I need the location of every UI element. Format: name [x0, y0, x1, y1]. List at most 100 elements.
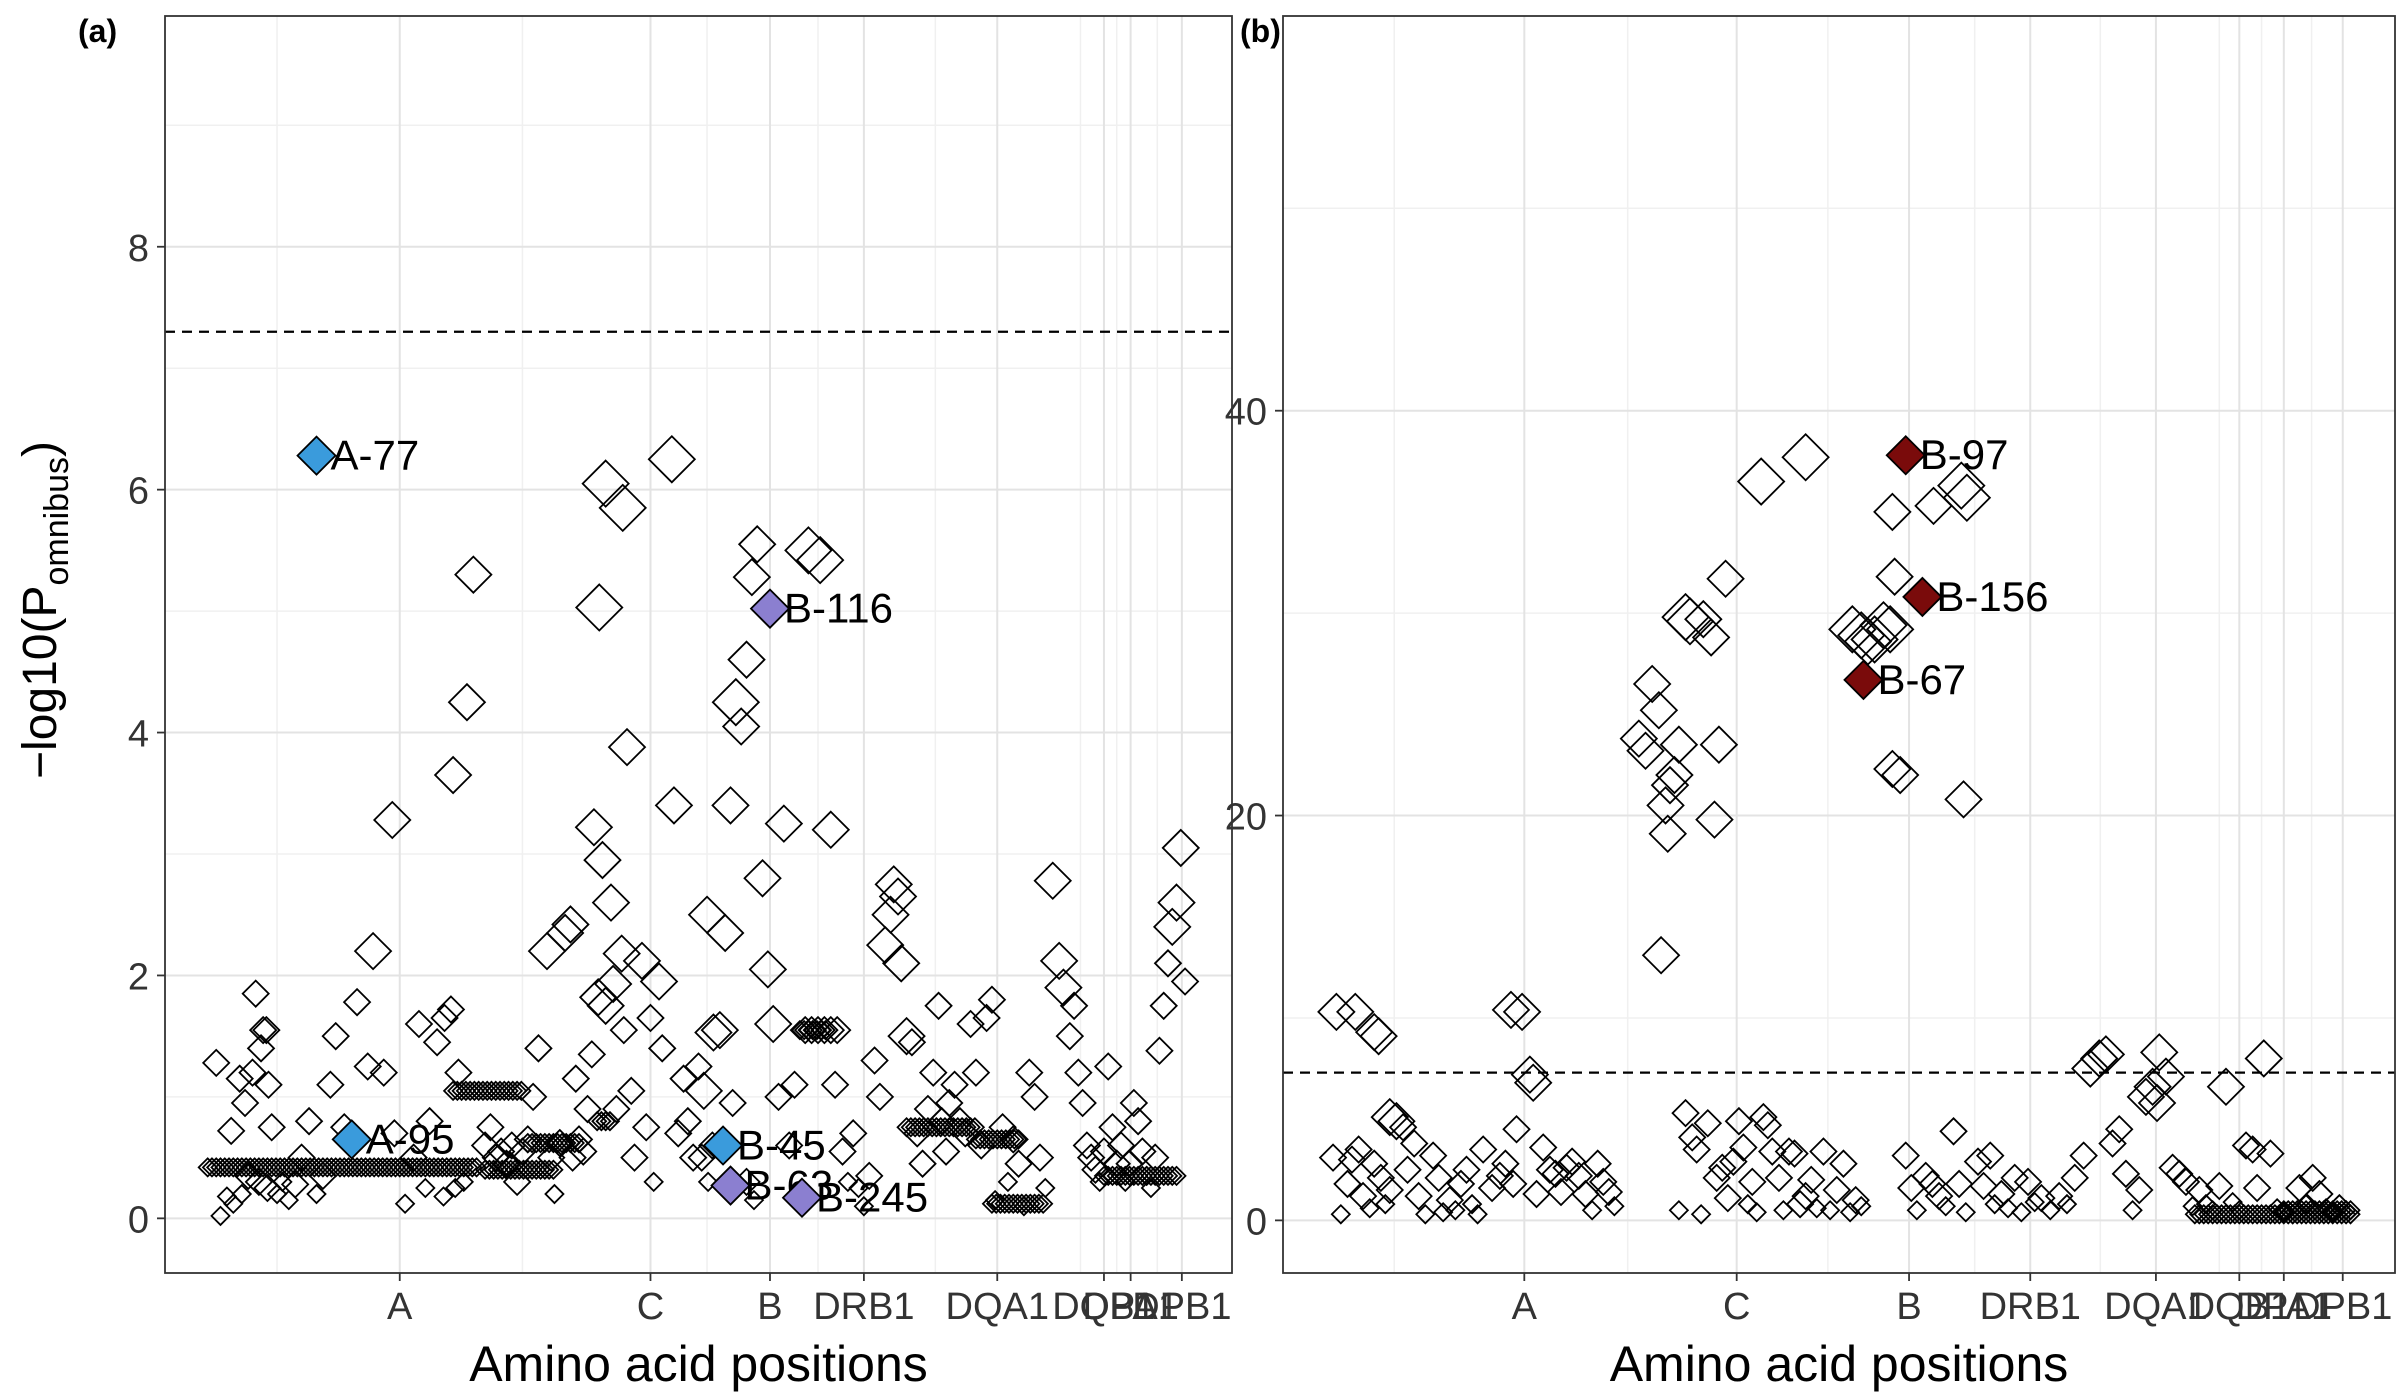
- data-point: [1377, 1101, 1416, 1141]
- data-point: [1028, 1193, 1050, 1215]
- data-point: [287, 1143, 316, 1172]
- highlight-label: B-45: [737, 1121, 826, 1168]
- data-point: [353, 1052, 383, 1081]
- x-tick-label: DQB1: [2188, 1286, 2291, 1328]
- panel-b: B-97 B-156 B-67 0 20 40 A C B DRB1 DQA1DQB1DPA1DPB…: [1225, 13, 2396, 1392]
- data-point: [1418, 1141, 1448, 1170]
- x-axis-label: Amino acid positions: [469, 1336, 928, 1392]
- plot-border: [1282, 15, 2396, 1274]
- highlighted-point: [781, 1177, 823, 1218]
- data-point: [1724, 1106, 1754, 1136]
- data-point: [1055, 1021, 1085, 1051]
- data-point: [2304, 1199, 2326, 1221]
- data-point: [764, 804, 804, 843]
- data-point: [583, 840, 622, 880]
- data-point: [210, 1205, 231, 1227]
- highlighted-point: [710, 1165, 751, 1206]
- data-point: [1646, 786, 1685, 825]
- data-point: [2298, 1163, 2327, 1193]
- data-point: [2206, 1204, 2228, 1225]
- data-point: [1399, 1129, 1429, 1158]
- data-point: [1025, 1143, 1055, 1172]
- data-point: [1344, 1135, 1373, 1164]
- data-point: [972, 1003, 1001, 1033]
- data-point: [617, 1076, 646, 1106]
- data-point: [977, 985, 1007, 1015]
- y-tick-label: 2: [128, 956, 149, 998]
- data-point: [433, 755, 473, 795]
- data-point: [1317, 992, 1356, 1032]
- data-point: [2244, 1039, 2284, 1078]
- data-point: [1706, 559, 1745, 598]
- data-point: [568, 1137, 598, 1166]
- data-point: [663, 1119, 693, 1148]
- data-point: [1841, 1185, 1870, 1215]
- data-point: [647, 1034, 677, 1063]
- data-point: [2146, 1057, 2186, 1096]
- data-point: [2266, 1197, 2288, 1219]
- data-point: [1528, 1133, 1558, 1162]
- data-point: [561, 1064, 591, 1093]
- data-point: [380, 1119, 409, 1148]
- data-point: [784, 526, 833, 575]
- data-point: [602, 934, 641, 973]
- data-point: [854, 1161, 884, 1191]
- x-tick-label: A: [1512, 1286, 1538, 1328]
- data-point: [1140, 1143, 1170, 1172]
- data-point: [984, 1189, 1006, 1211]
- data-point: [1781, 432, 1830, 482]
- data-point: [803, 1015, 833, 1045]
- data-point: [1152, 907, 1192, 947]
- data-point: [705, 913, 745, 953]
- plot-border: [164, 15, 1233, 1274]
- data-point: [2237, 1204, 2259, 1225]
- data-point: [372, 800, 412, 840]
- data-point: [1145, 1036, 1174, 1066]
- data-point: [1510, 1055, 1550, 1094]
- data-point: [1157, 1165, 1179, 1187]
- data-point: [2229, 1199, 2250, 1221]
- highlight-label: A-77: [331, 432, 420, 479]
- data-point: [1873, 749, 1912, 789]
- data-point: [502, 1167, 532, 1197]
- x-tick-label: A: [387, 1286, 413, 1328]
- panel-tag: (a): [78, 13, 117, 49]
- x-tick-label: C: [637, 1286, 664, 1328]
- y-tick-label: 40: [1225, 392, 1267, 434]
- data-point: [306, 1183, 327, 1205]
- data-point: [1115, 1171, 1136, 1193]
- plot-background: [165, 16, 1232, 1273]
- data-point: [2206, 1067, 2246, 1107]
- data-point: [1880, 755, 1920, 795]
- data-point: [1333, 1169, 1362, 1199]
- data-point: [1522, 1179, 1551, 1209]
- data-point: [1004, 1129, 1025, 1150]
- data-point: [694, 1013, 733, 1052]
- data-point: [1774, 1137, 1804, 1166]
- data-point: [1796, 1165, 1826, 1195]
- data-point: [620, 1143, 649, 1172]
- data-point: [577, 1040, 607, 1069]
- data-point: [622, 941, 662, 981]
- data-point: [574, 583, 624, 632]
- data-point: [581, 459, 630, 508]
- data-point: [1089, 1171, 1110, 1193]
- y-tick-label: 0: [128, 1199, 149, 1241]
- data-point: [2300, 1199, 2321, 1221]
- data-point: [753, 1004, 793, 1044]
- data-point: [598, 483, 648, 533]
- data-point: [399, 1143, 428, 1172]
- data-point: [636, 1003, 665, 1033]
- data-point: [1829, 1149, 1858, 1178]
- data-point: [1033, 861, 1073, 900]
- data-point: [238, 1058, 267, 1087]
- data-point: [1102, 1149, 1132, 1178]
- data-point: [551, 905, 590, 944]
- x-tick-label: DQA1: [946, 1286, 1049, 1328]
- data-point: [1153, 949, 1183, 978]
- data-point: [797, 1015, 826, 1045]
- data-point: [573, 1094, 602, 1124]
- data-point: [1690, 1204, 1712, 1225]
- data-point: [2211, 1204, 2232, 1225]
- data-point: [1819, 1199, 1841, 1221]
